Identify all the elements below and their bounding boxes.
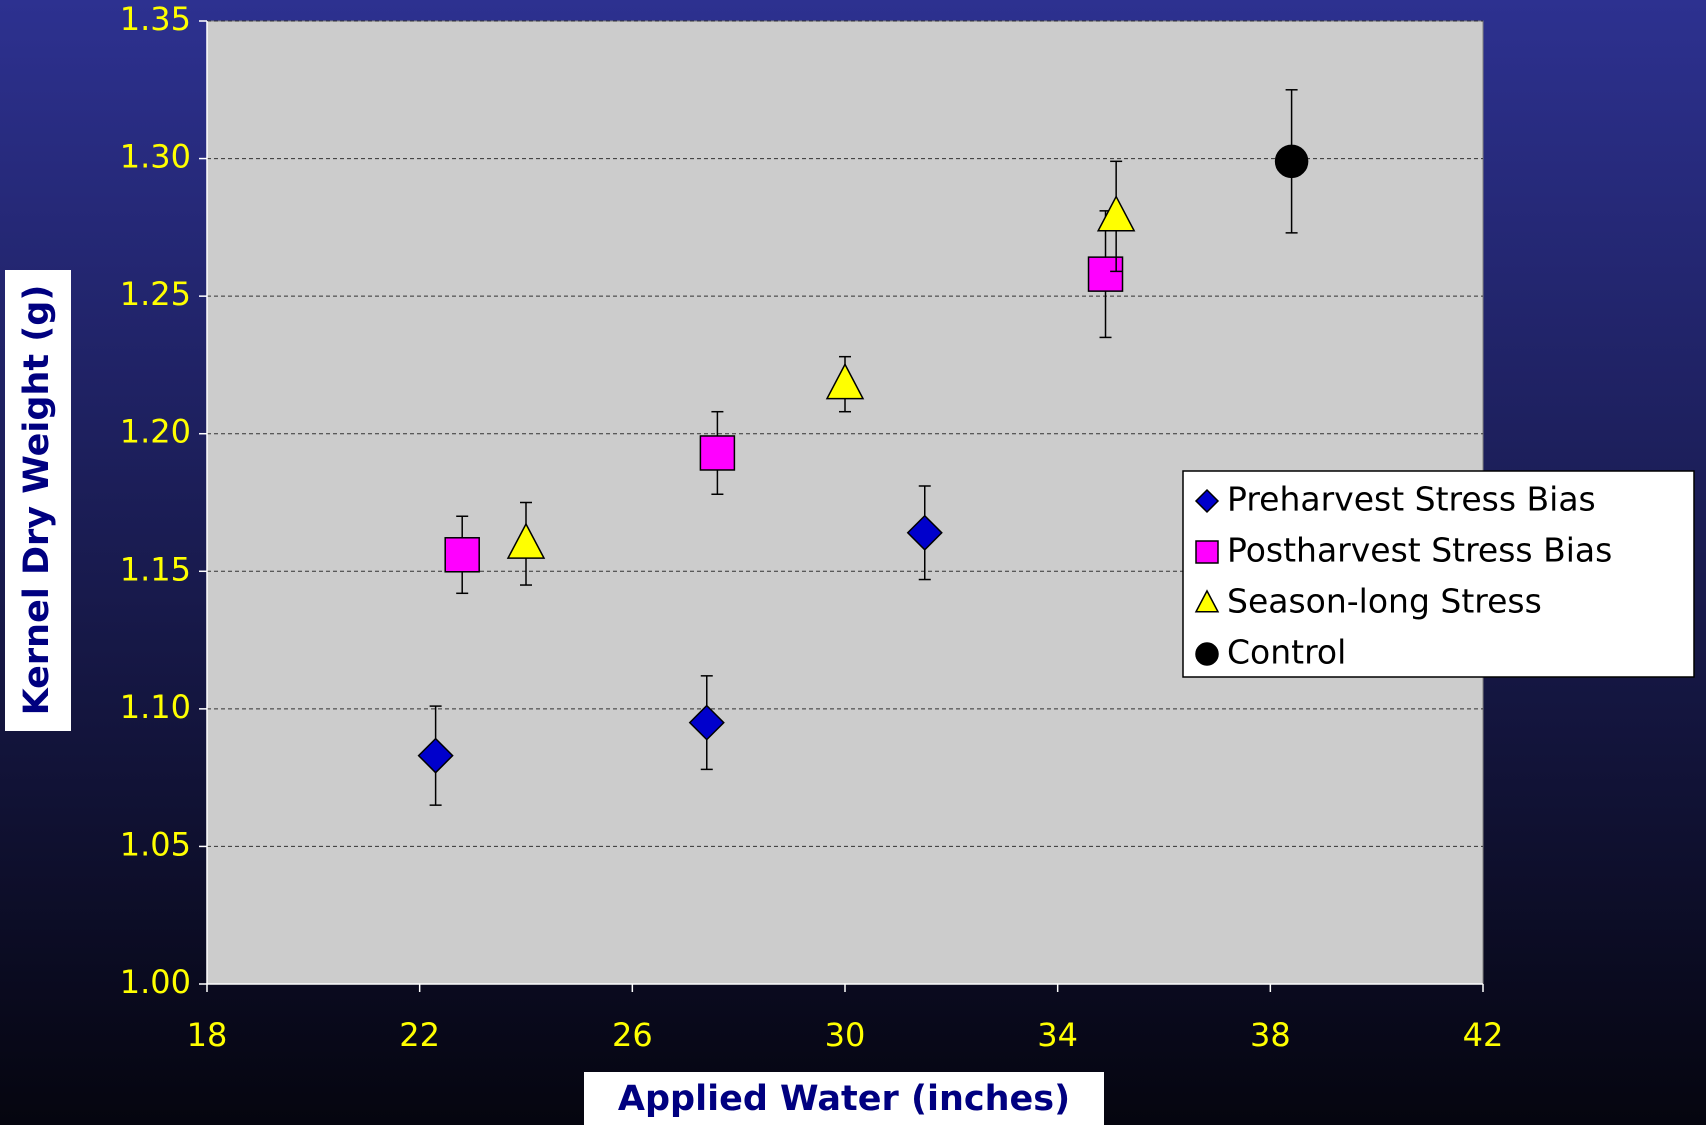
point	[906, 514, 943, 551]
point	[825, 362, 865, 400]
legend-marker	[1195, 642, 1219, 666]
point	[1087, 256, 1124, 292]
legend-label: Postharvest Stress Bias	[1227, 531, 1612, 570]
legend-marker	[1195, 540, 1219, 564]
grid: 1.00 1.05 1.10 1.15 1.20 1.25 1.30 1.35 18 22 26 30…	[120, 0, 1504, 1054]
legend-label: Preharvest Stress Bias	[1227, 480, 1596, 519]
y-title-box	[5, 270, 71, 731]
marks	[417, 89, 1309, 806]
y-tick-label: 1.05	[120, 825, 191, 863]
x-tick-label: 18	[187, 1016, 228, 1054]
x-axis-title: Applied Water (inches)	[618, 1079, 1070, 1119]
point	[444, 537, 480, 573]
point	[1096, 194, 1136, 232]
y-tick-label: 1.20	[120, 413, 191, 451]
legend-label: Season-long Stress	[1227, 582, 1542, 621]
x-tick-label: 42	[1463, 1016, 1504, 1054]
y-tick-label: 1.25	[120, 275, 191, 313]
y-tick-label: 1.35	[120, 0, 191, 38]
point	[1274, 144, 1309, 179]
legend: Preharvest Stress Bias Postharvest Stress…	[1182, 470, 1695, 678]
point	[699, 435, 736, 471]
y-axis-title: Kernel Dry Weight (g)	[17, 285, 57, 716]
x-tick-label: 34	[1037, 1016, 1078, 1054]
x-tick-label: 22	[399, 1016, 440, 1054]
y-tick-label: 1.30	[120, 138, 191, 176]
y-tick-label: 1.00	[120, 963, 191, 1001]
point	[417, 737, 454, 774]
x-tick-label: 26	[612, 1016, 653, 1054]
legend-box	[1182, 470, 1695, 678]
y-tick-label: 1.10	[120, 688, 191, 726]
x-tick-label: 38	[1250, 1016, 1291, 1054]
y-tick-label: 1.15	[120, 550, 191, 588]
x-title-box	[584, 1072, 1104, 1125]
legend-label: Control	[1227, 633, 1346, 672]
point	[688, 704, 725, 741]
point	[506, 522, 546, 559]
legend-marker	[1194, 589, 1220, 613]
x-tick-label: 30	[825, 1016, 866, 1054]
legend-marker	[1194, 488, 1220, 514]
